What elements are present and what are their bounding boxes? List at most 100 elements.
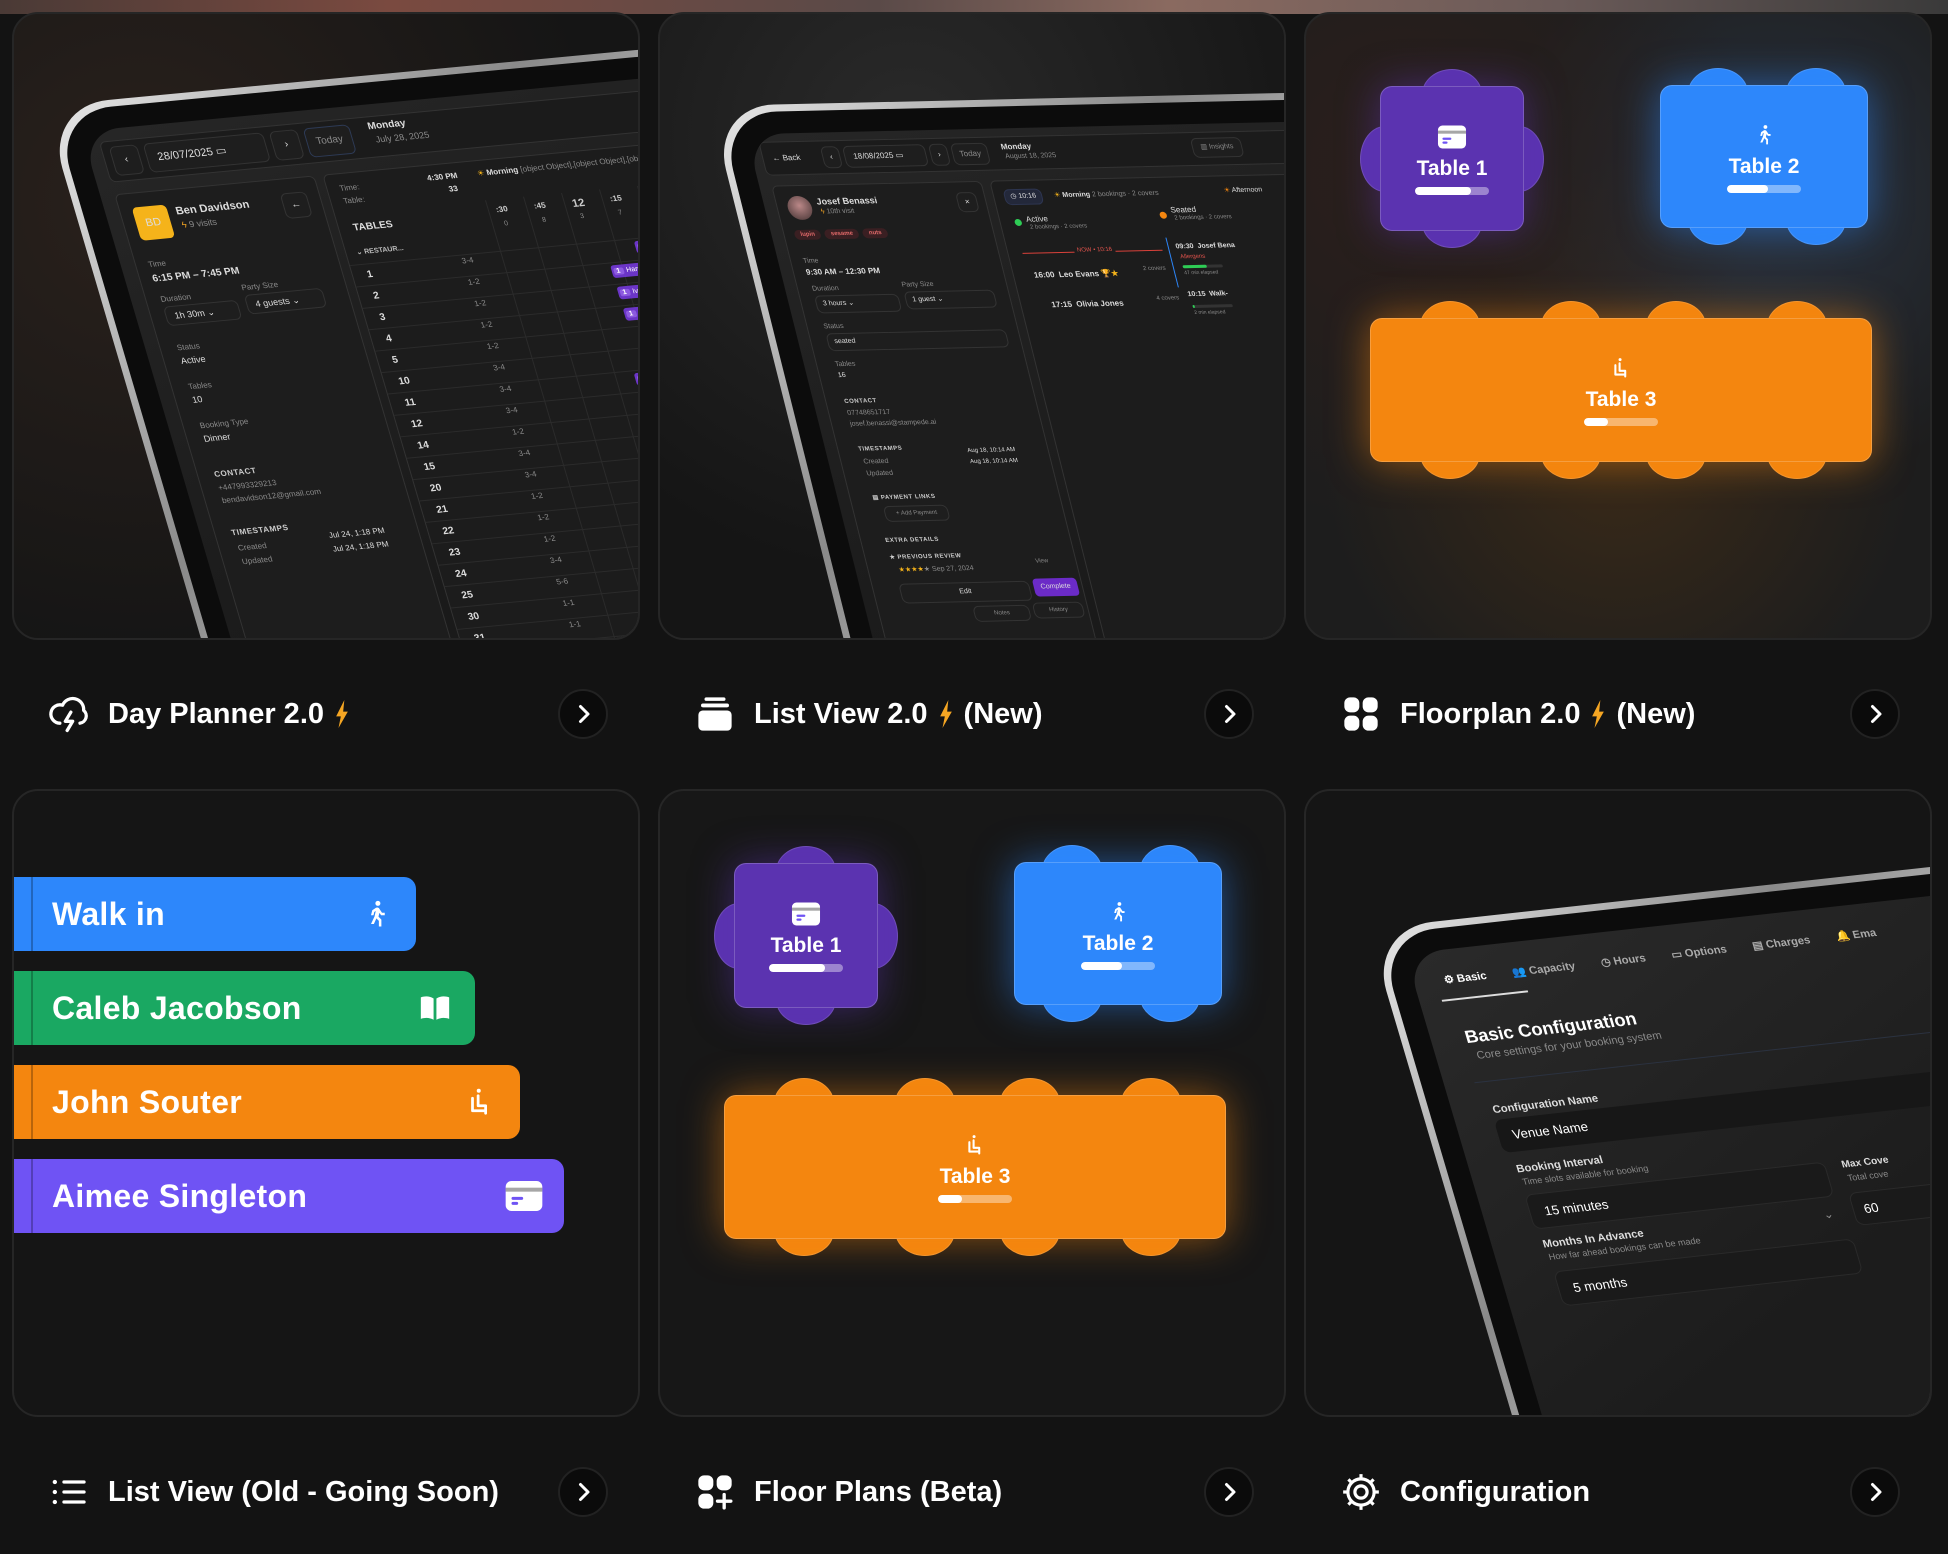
card-label-row[interactable]: Configuration xyxy=(1304,1462,1932,1522)
phone[interactable]: 07748651717 xyxy=(846,408,892,417)
card-label-row[interactable]: List View (Old - Going Soon) xyxy=(12,1462,640,1522)
upcoming-booking[interactable]: 17:15 Olivia Jones xyxy=(1050,299,1124,310)
card-title[interactable]: Configuration xyxy=(1400,1476,1590,1509)
card-title[interactable]: List View (Old - Going Soon) xyxy=(108,1476,499,1509)
floor-table[interactable]: Table 3 xyxy=(724,1095,1226,1239)
floor-table[interactable]: Table 1 xyxy=(734,863,878,1008)
phone[interactable]: +447993329213 xyxy=(216,478,278,493)
table-number[interactable]: 25 xyxy=(460,589,475,602)
list-view-old-card[interactable]: Walk in Caleb Jacobson John Souter Aimee Si… xyxy=(12,789,640,1417)
table-number[interactable]: 15 xyxy=(422,461,437,473)
floor-table[interactable]: Table 2 xyxy=(1014,862,1222,1005)
card-label-row[interactable]: Floorplan 2.0 (New) xyxy=(1304,684,1932,744)
card-title[interactable]: Day Planner 2.0 xyxy=(108,698,352,731)
seated-booking[interactable]: 09:30 Josef Bena xyxy=(1175,242,1236,250)
table-number[interactable]: 3 xyxy=(378,311,387,324)
section-restaurant[interactable]: ⌄ RESTAUR... xyxy=(355,245,405,257)
max-covers-input[interactable]: 60 xyxy=(1847,1183,1930,1226)
notes-tab[interactable]: Notes xyxy=(972,604,1033,622)
config-tab[interactable]: ◷ Hours xyxy=(1599,952,1647,970)
open-arrow-button[interactable] xyxy=(1204,689,1254,739)
today-button[interactable]: Today xyxy=(302,124,358,158)
guest-name: Walk in xyxy=(52,895,165,932)
floor-table[interactable]: Table 2 xyxy=(1660,85,1868,228)
status-select[interactable]: seated xyxy=(825,329,1010,352)
table-number[interactable]: 24 xyxy=(453,568,469,580)
table-number[interactable]: 30 xyxy=(466,611,481,623)
floor-table[interactable]: Table 3 xyxy=(1370,318,1872,462)
table-number[interactable]: 2 xyxy=(371,290,381,302)
config-tab[interactable]: 🔔 Ema xyxy=(1834,926,1877,943)
table-number[interactable]: 10 xyxy=(397,375,412,388)
table-number[interactable]: 4 xyxy=(384,333,394,345)
card-title[interactable]: Floorplan 2.0 (New) xyxy=(1400,698,1695,731)
card-label-row[interactable]: List View 2.0 (New) xyxy=(658,684,1286,744)
open-arrow-button[interactable] xyxy=(1204,1467,1254,1517)
floor-plans-beta-card[interactable]: Table 1 Table 2 Table 3 xyxy=(658,789,1286,1417)
config-tab[interactable]: ▤ Charges xyxy=(1751,933,1812,952)
insights-button[interactable]: ▥ Insights xyxy=(1189,136,1245,159)
booking-bar[interactable]: 1Ava Roberts xyxy=(622,298,638,321)
table-number[interactable]: 14 xyxy=(416,439,431,452)
open-arrow-button[interactable] xyxy=(558,689,608,739)
booking-list-item[interactable]: Walk in xyxy=(14,877,416,951)
tab-label: Charges xyxy=(1764,934,1812,951)
email[interactable]: josef.benassi@stampede.ai xyxy=(849,418,938,428)
booking-list-item[interactable]: Aimee Singleton xyxy=(14,1159,564,1233)
complete-button[interactable]: Complete xyxy=(1031,577,1081,597)
card-label-row[interactable]: Floor Plans (Beta) xyxy=(658,1462,1286,1522)
booking-list-item[interactable]: John Souter xyxy=(14,1065,520,1139)
booking-list-item[interactable]: Caleb Jacobson xyxy=(14,971,475,1045)
morning-stats: 2 bookings · 2 covers xyxy=(1091,189,1160,199)
table-number[interactable]: 12 xyxy=(409,418,425,431)
table-number[interactable]: 23 xyxy=(447,546,462,559)
config-tab[interactable]: ▭ Options xyxy=(1670,943,1728,962)
table-number[interactable]: 11 xyxy=(403,397,418,409)
upcoming-booking[interactable]: 16:00 Leo Evans 🏆★ xyxy=(1033,269,1120,280)
table-number[interactable]: 5 xyxy=(390,354,400,366)
max-covers-help: Total cove xyxy=(1846,1168,1890,1183)
booking-covers: 2 covers xyxy=(1142,265,1167,273)
view-review-link[interactable]: View xyxy=(1034,558,1050,565)
tab-icon: ◷ xyxy=(1599,956,1613,970)
allergen-tag: nuts xyxy=(861,227,889,239)
today-button[interactable]: Today xyxy=(949,142,992,166)
open-arrow-button[interactable] xyxy=(1850,689,1900,739)
party-size-select[interactable]: 1 guest ⌄ xyxy=(903,289,998,310)
duration-select[interactable]: 1h 30m ⌄ xyxy=(162,299,243,327)
date-field[interactable]: 18/08/2025 ▭ xyxy=(841,144,930,168)
table-number[interactable]: 21 xyxy=(435,503,450,516)
chevron-down-icon[interactable]: ⌄ xyxy=(1821,1206,1836,1222)
day-planner-card[interactable]: ‹ 28/07/2025 ▭ › Today Monday July 28, 2… xyxy=(12,12,640,640)
table-number[interactable]: 31 xyxy=(472,632,488,640)
card-title[interactable]: Floor Plans (Beta) xyxy=(754,1476,1002,1509)
history-tab[interactable]: History xyxy=(1031,601,1086,619)
edit-button[interactable]: Edit xyxy=(898,580,1034,604)
back-button[interactable]: ← Back xyxy=(771,152,802,163)
tab-icon: ▤ xyxy=(1750,939,1765,953)
grid-icon xyxy=(1338,691,1384,737)
booking-bar[interactable]: 4Isla Evans xyxy=(633,350,638,386)
configuration-card[interactable]: ⚙ Basic 👥 Capacity ◷ Hours ▭ Options ▤ Charg… xyxy=(1304,789,1932,1417)
open-arrow-button[interactable] xyxy=(558,1467,608,1517)
open-arrow-button[interactable] xyxy=(1850,1467,1900,1517)
floor-table[interactable]: Table 1 xyxy=(1380,86,1524,231)
config-tab[interactable]: ⚙ Basic xyxy=(1442,969,1488,986)
chevron-right-icon xyxy=(575,1482,591,1502)
seated-booking[interactable]: 10:15 Walk- xyxy=(1187,290,1229,298)
table-number[interactable]: 20 xyxy=(428,482,443,495)
table-number[interactable]: 1 xyxy=(365,269,375,281)
close-icon[interactable]: × xyxy=(954,191,980,213)
collapse-button[interactable]: ← xyxy=(279,191,313,220)
table-number[interactable]: 22 xyxy=(441,525,456,538)
config-tab[interactable]: 👥 Capacity xyxy=(1510,959,1577,979)
party-size-select[interactable]: 4 guests ⌄ xyxy=(243,287,328,315)
add-payment-button[interactable]: + Add Payment xyxy=(882,504,951,522)
card-label-row[interactable]: Day Planner 2.0 xyxy=(12,684,640,744)
card-title[interactable]: List View 2.0 (New) xyxy=(754,698,1043,731)
card-title-text: Floorplan 2.0 xyxy=(1400,697,1581,730)
floorplan-card[interactable]: Table 1 Table 2 Table 3 xyxy=(1304,12,1932,640)
avatar xyxy=(784,195,815,221)
list-view-card[interactable]: ← Back ‹ 18/08/2025 ▭ › Today Monday Aug… xyxy=(658,12,1286,640)
duration-select[interactable]: 3 hours ⌄ xyxy=(813,293,903,314)
